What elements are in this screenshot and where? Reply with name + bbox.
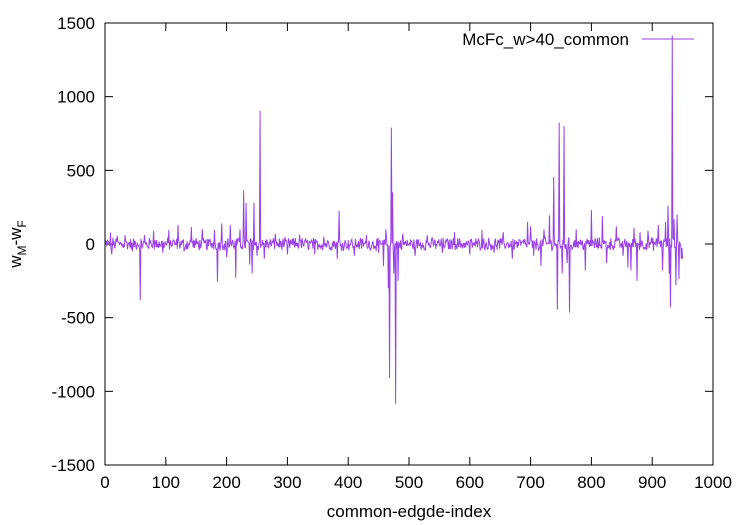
legend-label: McFc_w>40_common — [462, 30, 629, 49]
x-tick-label: 300 — [273, 473, 301, 492]
y-tick-label: 500 — [67, 161, 95, 180]
x-tick-label: 200 — [212, 473, 240, 492]
y-tick-label: 1000 — [57, 88, 95, 107]
x-tick-label: 900 — [638, 473, 666, 492]
y-tick-label: 1500 — [57, 14, 95, 33]
tick-labels: 0 100 200 300 400 500 600 700 800 900 1000 -1500 -10… — [52, 14, 732, 492]
plot-frame — [104, 22, 714, 466]
y-tick-label: 0 — [86, 235, 95, 254]
x-tick-label: 0 — [100, 473, 109, 492]
x-tick-label: 400 — [334, 473, 362, 492]
y-tick-label: -1000 — [52, 382, 95, 401]
x-tick-label: 1000 — [694, 473, 732, 492]
x-tick-label: 500 — [395, 473, 423, 492]
x-tick-label: 800 — [577, 473, 605, 492]
legend: McFc_w>40_common — [462, 30, 694, 49]
y-tick-label: -500 — [61, 309, 95, 328]
y-label-mid: -w — [6, 227, 25, 246]
y-label-sub2: F — [15, 220, 29, 227]
y-label-sub1: M — [15, 246, 29, 256]
y-label-base: w — [6, 255, 25, 269]
y-tick-label: -1500 — [52, 456, 95, 475]
y-axis-label: wM-wF — [6, 220, 29, 269]
x-tick-label: 100 — [152, 473, 180, 492]
series-line — [104, 35, 684, 404]
x-tick-label: 600 — [456, 473, 484, 492]
x-axis-label: common-edgde-index — [327, 502, 492, 521]
x-tick-label: 700 — [516, 473, 544, 492]
